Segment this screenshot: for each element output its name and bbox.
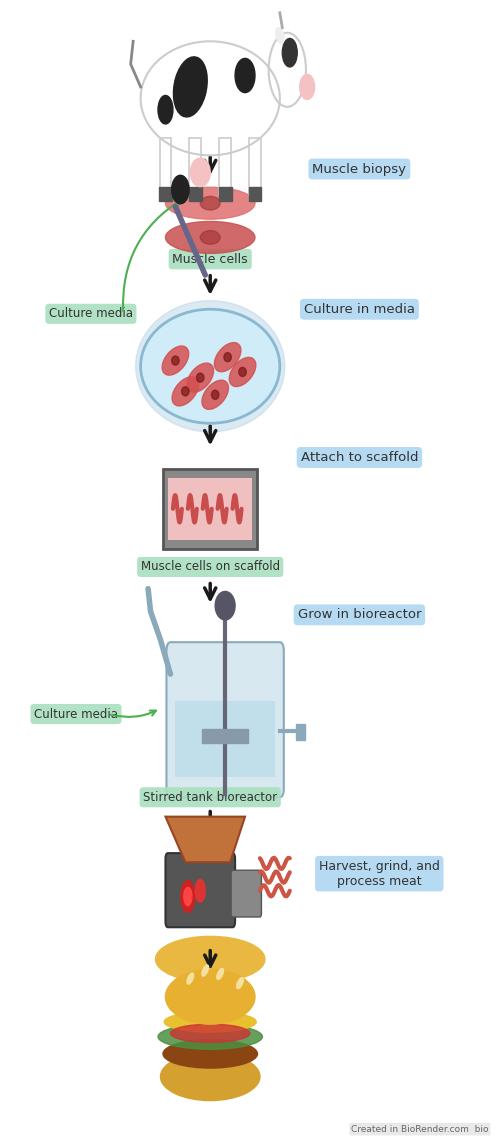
Ellipse shape (224, 352, 232, 361)
Bar (159, 187, 172, 201)
Ellipse shape (156, 936, 265, 982)
Ellipse shape (215, 591, 235, 620)
Ellipse shape (214, 343, 241, 371)
Bar (248, 187, 262, 201)
Ellipse shape (160, 1053, 260, 1101)
Circle shape (181, 880, 195, 912)
Ellipse shape (200, 197, 220, 210)
Text: Attach to scaffold: Attach to scaffold (300, 451, 418, 464)
Bar (190, 138, 202, 195)
Text: Culture in media: Culture in media (304, 303, 415, 315)
Ellipse shape (300, 74, 314, 99)
Bar (226, 729, 248, 743)
Ellipse shape (187, 973, 194, 984)
Text: Muscle biopsy: Muscle biopsy (312, 162, 406, 176)
Bar (160, 138, 172, 195)
Ellipse shape (174, 57, 207, 117)
Ellipse shape (140, 310, 280, 423)
Ellipse shape (158, 96, 173, 123)
Ellipse shape (172, 355, 179, 365)
Ellipse shape (235, 58, 255, 93)
Text: Muscle cells: Muscle cells (172, 253, 248, 265)
Bar (219, 138, 231, 195)
Ellipse shape (202, 965, 208, 976)
FancyBboxPatch shape (166, 853, 235, 927)
Ellipse shape (236, 977, 244, 989)
Ellipse shape (172, 377, 199, 406)
Bar (202, 729, 224, 743)
Polygon shape (166, 816, 245, 862)
Ellipse shape (187, 363, 214, 392)
Text: Culture media: Culture media (34, 708, 118, 720)
Ellipse shape (166, 187, 255, 219)
Ellipse shape (166, 969, 255, 1024)
Text: Created in BioRender.com  bio: Created in BioRender.com bio (351, 1125, 488, 1134)
FancyBboxPatch shape (231, 870, 262, 917)
Bar (219, 138, 231, 195)
Circle shape (196, 879, 205, 902)
Ellipse shape (182, 386, 189, 395)
Ellipse shape (282, 39, 297, 67)
Ellipse shape (268, 33, 306, 106)
FancyBboxPatch shape (166, 642, 284, 798)
Ellipse shape (196, 373, 204, 382)
Ellipse shape (172, 175, 189, 203)
Ellipse shape (190, 158, 210, 186)
Ellipse shape (200, 231, 220, 245)
Ellipse shape (140, 41, 280, 155)
FancyBboxPatch shape (163, 469, 258, 549)
Bar (296, 725, 305, 741)
Text: Harvest, grind, and
process meat: Harvest, grind, and process meat (319, 860, 440, 888)
FancyBboxPatch shape (168, 478, 252, 539)
Ellipse shape (163, 1040, 258, 1068)
Ellipse shape (230, 358, 256, 386)
Bar (218, 187, 232, 201)
Ellipse shape (136, 301, 285, 432)
Circle shape (184, 887, 192, 905)
Ellipse shape (166, 222, 255, 254)
Ellipse shape (239, 367, 246, 376)
Ellipse shape (276, 27, 284, 43)
Ellipse shape (158, 1024, 262, 1049)
Ellipse shape (202, 381, 228, 409)
Bar (249, 138, 261, 195)
Ellipse shape (170, 1024, 250, 1042)
Bar (160, 138, 172, 195)
Ellipse shape (217, 968, 224, 980)
Bar (189, 187, 202, 201)
FancyBboxPatch shape (176, 702, 275, 777)
Ellipse shape (164, 1012, 256, 1032)
Text: Grow in bioreactor: Grow in bioreactor (298, 608, 421, 622)
Ellipse shape (162, 346, 188, 375)
Bar (190, 138, 202, 195)
Text: Muscle cells on scaffold: Muscle cells on scaffold (140, 560, 280, 574)
Text: Stirred tank bioreactor: Stirred tank bioreactor (143, 791, 278, 804)
Text: Culture media: Culture media (49, 307, 133, 320)
Ellipse shape (212, 390, 219, 399)
Bar (249, 138, 261, 195)
